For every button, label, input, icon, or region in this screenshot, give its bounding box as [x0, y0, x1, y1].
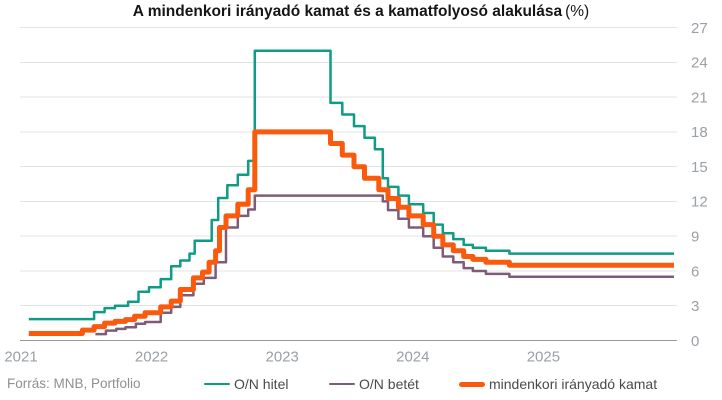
x-tick-label: 2025	[527, 349, 560, 366]
y-tick-label: 12	[691, 194, 708, 211]
source-label: Forrás: MNB, Portfolio	[7, 376, 141, 391]
y-tick-label: 3	[691, 298, 699, 315]
legend-swatch-on-hitel	[204, 382, 230, 386]
chart-title-unit: (%)	[565, 3, 590, 20]
y-tick-label: 6	[691, 263, 699, 280]
y-tick-label: 27	[691, 20, 708, 37]
y-tick-label: 15	[691, 159, 708, 176]
series-line-on-hitel	[28, 49, 674, 321]
series-line-iranyado-kamat	[28, 129, 674, 336]
legend-item-iranyado-kamat[interactable]: mindenkori irányadó kamat	[459, 374, 657, 394]
legend-swatch-on-betet	[329, 382, 355, 386]
x-tick-label: 2021	[4, 349, 37, 366]
legend-label-iranyado-kamat: mindenkori irányadó kamat	[489, 376, 658, 392]
y-tick-label: 21	[691, 89, 708, 106]
y-tick-label: 0	[691, 333, 699, 350]
y-tick-label: 18	[691, 124, 708, 141]
series-line-on-betet	[95, 194, 674, 336]
y-tick-label: 9	[691, 229, 699, 246]
legend-item-on-betet[interactable]: O/N betét	[329, 374, 419, 394]
chart-title-main: A mindenkori irányadó kamat és a kamatfo…	[132, 3, 563, 20]
legend-swatch-iranyado-kamat	[459, 381, 485, 387]
chart-title: A mindenkori irányadó kamat és a kamatfo…	[0, 3, 722, 21]
legend-item-on-hitel[interactable]: O/N hitel	[204, 374, 288, 394]
x-tick-label: 2023	[266, 349, 299, 366]
legend-label-on-hitel: O/N hitel	[234, 376, 289, 392]
x-tick-label: 2024	[396, 349, 429, 366]
legend-label-on-betet: O/N betét	[359, 376, 419, 392]
y-tick-label: 24	[691, 55, 708, 72]
x-tick-label: 2022	[135, 349, 168, 366]
